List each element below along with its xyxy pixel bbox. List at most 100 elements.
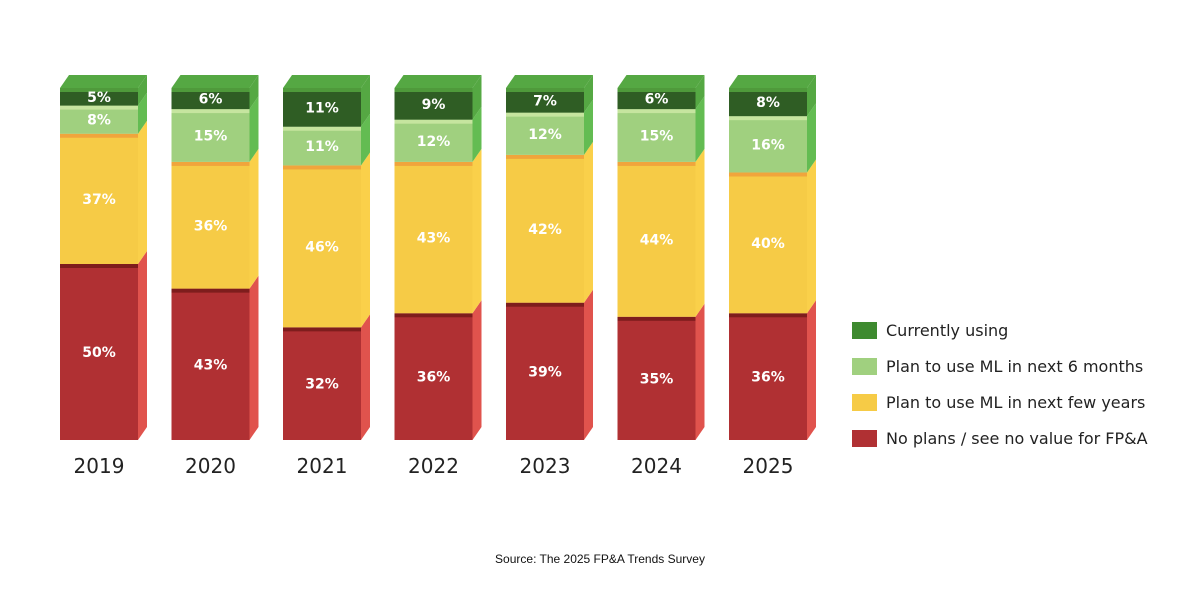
bar-segment-2021-plan-to-use-ml-in-next-6-months-edge: [283, 126, 361, 131]
bar-top-2023: [506, 75, 593, 88]
bar-segment-2019-no-plans-see-no-value-for-fp-a-side: [138, 251, 147, 440]
bar-segment-2024-no-plans-see-no-value-for-fp-a: [617, 316, 696, 440]
bar-segment-2022-plan-to-use-ml-in-next-few-years-side: [472, 148, 482, 314]
bar-segment-2019-currently-using-side: [138, 75, 147, 106]
bar-segment-2022-plan-to-use-ml-in-next-few-years: [394, 161, 473, 314]
bar-segment-2024-currently-using-edge: [617, 88, 696, 92]
bar-segment-2019-currently-using-edge: [60, 88, 138, 92]
legend-label: Plan to use ML in next 6 months: [886, 356, 1144, 376]
bar-segment-2023-plan-to-use-ml-in-next-6-months: [506, 112, 584, 155]
bar-segment-2024-currently-using-side: [695, 75, 705, 110]
legend-item-plan-few-years: Plan to use ML in next few years: [852, 384, 1148, 420]
data-label: 37%: [82, 192, 116, 208]
legend-label: No plans / see no value for FP&A: [886, 428, 1148, 448]
data-label: 32%: [305, 377, 339, 393]
data-label: 35%: [640, 371, 674, 387]
bar-segment-2021-currently-using-side: [361, 75, 370, 127]
bar-segment-2020-plan-to-use-ml-in-next-few-years-edge: [171, 161, 250, 166]
bar-segment-2019-no-plans-see-no-value-for-fp-a: [60, 264, 138, 440]
bar-segment-2022-plan-to-use-ml-in-next-6-months-edge: [394, 119, 473, 124]
data-label: 9%: [422, 97, 446, 113]
bar-segment-2025-currently-using: [729, 88, 807, 117]
bar-segment-2023-currently-using-edge: [506, 88, 584, 92]
bar-segment-2021-no-plans-see-no-value-for-fp-a-edge: [283, 327, 361, 332]
x-tick-label: 2021: [297, 454, 348, 478]
data-label: 8%: [87, 113, 111, 129]
bar-segment-2019-plan-to-use-ml-in-next-few-years: [60, 133, 138, 264]
data-label: 36%: [194, 218, 228, 234]
legend-swatch: [852, 357, 877, 375]
bar-segment-2025-currently-using-edge: [729, 88, 807, 92]
bar-segment-2023-no-plans-see-no-value-for-fp-a-side: [584, 289, 593, 440]
legend-label: Currently using: [886, 320, 1009, 340]
bar-segment-2024-plan-to-use-ml-in-next-few-years-side: [695, 148, 705, 317]
bar-segment-2024-plan-to-use-ml-in-next-6-months-edge: [617, 109, 696, 114]
data-label: 6%: [199, 92, 223, 108]
bar-top-2022: [394, 75, 482, 88]
bar-segment-2022-currently-using: [394, 88, 473, 120]
bar-segment-2022-no-plans-see-no-value-for-fp-a-side: [472, 300, 482, 440]
data-label: 15%: [194, 129, 228, 145]
bar-segment-2021-no-plans-see-no-value-for-fp-a-side: [361, 314, 370, 440]
legend-label: Plan to use ML in next few years: [886, 392, 1146, 412]
bar-segment-2022-plan-to-use-ml-in-next-few-years-edge: [394, 161, 473, 166]
bar-segment-2020-no-plans-see-no-value-for-fp-a-edge: [171, 288, 250, 293]
bar-segment-2023-plan-to-use-ml-in-next-6-months-edge: [506, 112, 584, 117]
data-label: 12%: [528, 127, 562, 143]
bar-segment-2025-plan-to-use-ml-in-next-6-months-side: [807, 103, 816, 173]
x-tick-label: 2022: [408, 454, 459, 478]
bar-segment-2019-no-plans-see-no-value-for-fp-a-edge: [60, 264, 138, 268]
bar-segment-2020-no-plans-see-no-value-for-fp-a: [171, 288, 250, 440]
bar-segment-2019-plan-to-use-ml-in-next-few-years-side: [138, 120, 147, 264]
legend-swatch: [852, 321, 877, 339]
bar-segment-2022-plan-to-use-ml-in-next-6-months-side: [472, 106, 482, 162]
bar-segment-2022-currently-using-edge: [394, 88, 473, 92]
bar-segment-2021-plan-to-use-ml-in-next-6-months: [283, 126, 361, 166]
bar-segment-2023-plan-to-use-ml-in-next-few-years-edge: [506, 154, 584, 159]
bar-segment-2025-plan-to-use-ml-in-next-few-years-side: [807, 159, 816, 314]
x-tick-label: 2023: [520, 454, 571, 478]
data-label: 15%: [640, 129, 674, 145]
bar-segment-2022-plan-to-use-ml-in-next-6-months: [394, 119, 473, 162]
data-label: 43%: [417, 231, 451, 247]
bar-segment-2024-no-plans-see-no-value-for-fp-a-edge: [617, 316, 696, 321]
bar-segment-2023-plan-to-use-ml-in-next-few-years: [506, 154, 584, 303]
data-label: 6%: [645, 92, 669, 108]
bar-segment-2020-no-plans-see-no-value-for-fp-a-side: [249, 275, 259, 440]
data-label: 11%: [305, 139, 339, 155]
bar-segment-2020-currently-using-side: [249, 75, 259, 110]
bar-segment-2022-no-plans-see-no-value-for-fp-a-edge: [394, 313, 473, 318]
bar-segment-2020-currently-using-edge: [171, 88, 250, 92]
bar-segment-2023-no-plans-see-no-value-for-fp-a: [506, 302, 584, 440]
bar-segment-2021-plan-to-use-ml-in-next-few-years-edge: [283, 165, 361, 170]
legend-swatch: [852, 429, 877, 447]
bar-top-2019: [60, 75, 147, 88]
legend-item-plan-6-months: Plan to use ML in next 6 months: [852, 348, 1148, 384]
bar-segment-2021-plan-to-use-ml-in-next-few-years: [283, 165, 361, 328]
bar-segment-2024-plan-to-use-ml-in-next-6-months: [617, 109, 696, 162]
bar-segment-2023-currently-using-side: [584, 75, 593, 113]
legend: Currently using Plan to use ML in next 6…: [852, 312, 1148, 456]
data-label: 39%: [528, 364, 562, 380]
data-label: 43%: [194, 357, 228, 373]
bar-segment-2024-no-plans-see-no-value-for-fp-a-side: [695, 303, 705, 440]
bar-segment-2020-currently-using: [171, 88, 250, 110]
bar-segment-2025-no-plans-see-no-value-for-fp-a-side: [807, 300, 816, 440]
data-label: 8%: [756, 95, 780, 111]
bar-segment-2024-plan-to-use-ml-in-next-few-years: [617, 161, 696, 317]
data-label: 7%: [533, 93, 557, 109]
data-label: 12%: [417, 134, 451, 150]
data-label: 50%: [82, 345, 116, 361]
bar-segment-2019-currently-using: [60, 88, 138, 106]
data-label: 36%: [751, 370, 785, 386]
data-label: 16%: [751, 137, 785, 153]
bar-segment-2025-plan-to-use-ml-in-next-few-years-edge: [729, 172, 807, 177]
bar-top-2020: [171, 75, 259, 88]
legend-item-no-plans: No plans / see no value for FP&A: [852, 420, 1148, 456]
data-label: 36%: [417, 370, 451, 386]
bar-segment-2021-no-plans-see-no-value-for-fp-a: [283, 327, 361, 440]
bar-segment-2019-plan-to-use-ml-in-next-few-years-edge: [60, 133, 138, 138]
bar-segment-2019-plan-to-use-ml-in-next-6-months: [60, 105, 138, 134]
bar-top-2025: [729, 75, 816, 88]
bar-segment-2025-no-plans-see-no-value-for-fp-a: [729, 313, 807, 440]
